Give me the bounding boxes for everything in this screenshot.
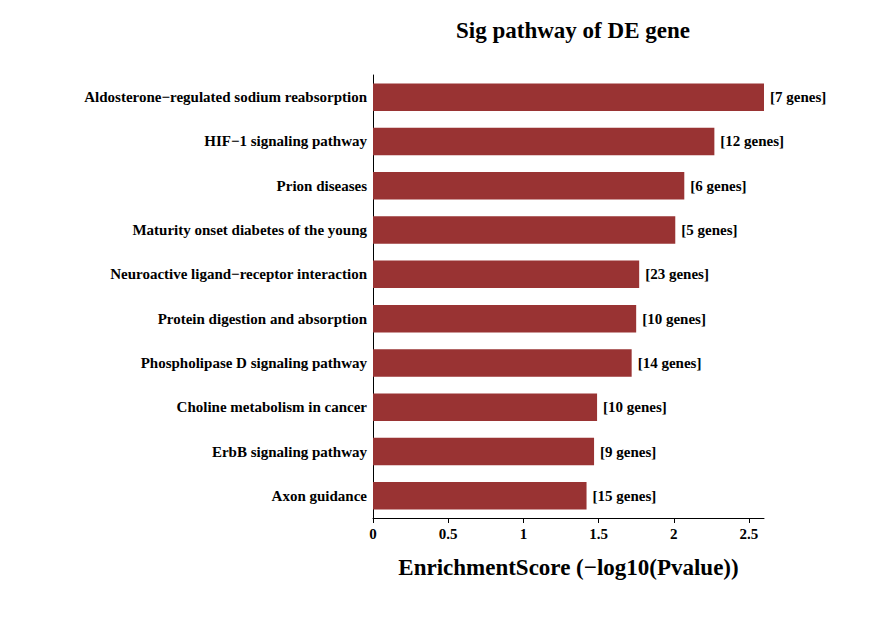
svg-text:[12 genes]: [12 genes] [720, 133, 784, 149]
svg-text:2: 2 [670, 526, 678, 542]
svg-text:Aldosterone−regulated sodium r: Aldosterone−regulated sodium reabsorptio… [84, 89, 367, 105]
svg-text:[23 genes]: [23 genes] [645, 266, 709, 282]
svg-text:Choline metabolism in cancer: Choline metabolism in cancer [177, 399, 368, 415]
svg-text:[9 genes]: [9 genes] [600, 444, 656, 460]
svg-text:Phospholipase D signaling path: Phospholipase D signaling pathway [141, 355, 368, 371]
svg-text:[5 genes]: [5 genes] [681, 222, 737, 238]
svg-text:Axon guidance: Axon guidance [272, 488, 368, 504]
svg-text:[6 genes]: [6 genes] [690, 178, 746, 194]
svg-text:Protein digestion and absorpti: Protein digestion and absorption [158, 311, 368, 327]
svg-text:[15 genes]: [15 genes] [593, 488, 657, 504]
svg-text:[10 genes]: [10 genes] [642, 311, 706, 327]
svg-text:2.5: 2.5 [740, 526, 759, 542]
svg-text:Neuroactive ligand−receptor in: Neuroactive ligand−receptor interaction [110, 266, 367, 282]
svg-text:0.5: 0.5 [439, 526, 458, 542]
svg-text:[7 genes]: [7 genes] [770, 89, 826, 105]
svg-text:1: 1 [520, 526, 528, 542]
svg-text:[14 genes]: [14 genes] [638, 355, 702, 371]
svg-text:ErbB signaling pathway: ErbB signaling pathway [212, 444, 368, 460]
svg-text:1.5: 1.5 [589, 526, 608, 542]
svg-text:EnrichmentScore (−log10(Pvalue: EnrichmentScore (−log10(Pvalue)) [398, 555, 738, 580]
svg-text:0: 0 [369, 526, 377, 542]
svg-text:Prion diseases: Prion diseases [277, 178, 368, 194]
svg-text:HIF−1 signaling pathway: HIF−1 signaling pathway [204, 133, 367, 149]
svg-text:Maturity onset diabetes of the: Maturity onset diabetes of the young [132, 222, 367, 238]
svg-text:Sig pathway of DE gene: Sig pathway of DE gene [456, 18, 690, 43]
svg-text:[10 genes]: [10 genes] [603, 399, 667, 415]
